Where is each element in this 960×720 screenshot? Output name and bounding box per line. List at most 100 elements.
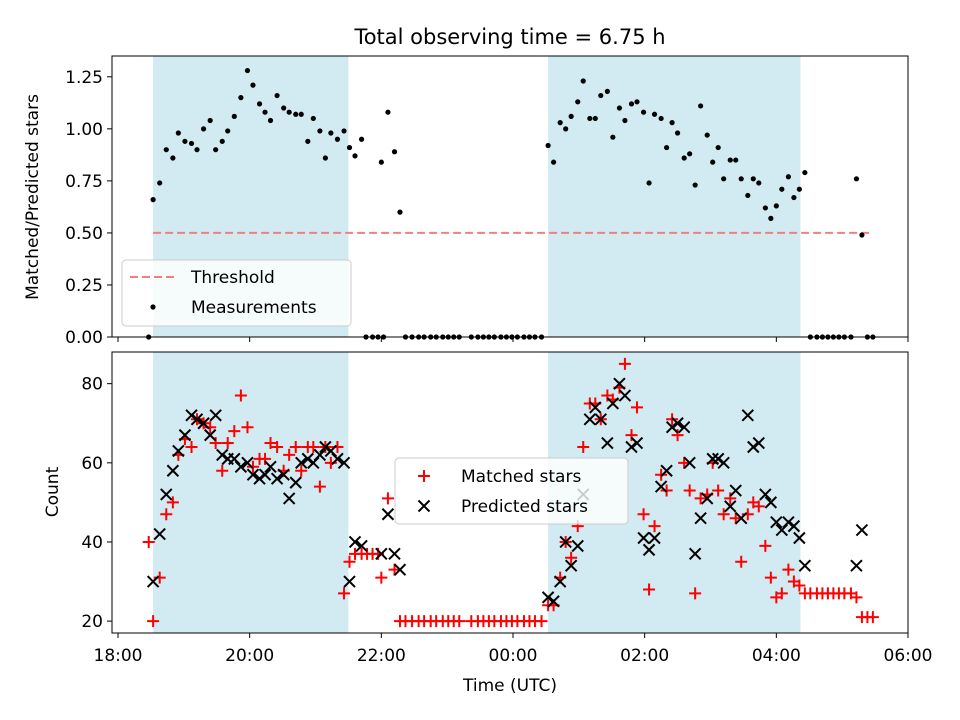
measurement-point xyxy=(352,153,358,159)
measurement-point xyxy=(779,186,785,192)
measurement-point xyxy=(674,130,681,136)
matched-star-point xyxy=(694,492,707,505)
predicted-star-point xyxy=(706,452,719,466)
measurement-point xyxy=(762,205,768,211)
predicted-star-point xyxy=(724,500,737,513)
measurement-point xyxy=(322,155,328,161)
measurement-point xyxy=(225,128,231,134)
matched-star-point xyxy=(241,421,254,434)
measurement-point xyxy=(317,128,323,134)
predicted-star-point xyxy=(671,417,684,430)
measurement-point xyxy=(550,159,557,165)
legend-matched-swatch xyxy=(418,470,430,482)
matched-star-point xyxy=(535,615,548,628)
top-y-tick-label: 0.00 xyxy=(65,328,103,348)
measurement-point xyxy=(651,111,658,117)
predicted-star-point xyxy=(190,413,204,426)
measurement-point xyxy=(298,111,304,117)
matched-star-point xyxy=(453,615,466,628)
measurement-point xyxy=(286,109,292,115)
measurement-point xyxy=(715,144,721,151)
bottom-y-tick-label: 80 xyxy=(81,375,103,395)
x-tick-label: 20:00 xyxy=(225,646,274,666)
legend-plus-mark xyxy=(418,470,430,482)
measurement-point xyxy=(545,142,551,149)
predicted-star-point xyxy=(711,452,725,466)
measurement-point xyxy=(580,78,586,84)
predicted-star-point xyxy=(787,519,801,533)
matched-star-point xyxy=(735,555,748,568)
top-axis-ticks: 0.00 0.25 0.50 0.75 1.00 1.25 xyxy=(65,68,909,348)
measurement-point xyxy=(391,149,398,155)
predicted-star-point xyxy=(589,401,602,414)
measurement-point xyxy=(274,92,280,99)
measurement-point xyxy=(213,147,219,153)
matched-star-point xyxy=(271,440,284,453)
predicted-star-point xyxy=(313,448,327,462)
predicted-star-point xyxy=(793,531,806,545)
measurement-point xyxy=(592,115,598,122)
predicted-star-point xyxy=(747,440,760,454)
matched-star-point xyxy=(666,413,679,426)
matched-star-point xyxy=(246,460,259,473)
matched-star-point xyxy=(655,468,668,481)
matched-star-point xyxy=(221,437,234,450)
legend-predicted-label: Predicted stars xyxy=(461,497,588,517)
x-tick-label: 18:00 xyxy=(94,646,143,666)
measurement-point xyxy=(610,134,616,140)
measurement-point xyxy=(604,88,610,94)
predicted-star-point xyxy=(677,420,691,434)
x-axis-label: Time (UTC) xyxy=(462,676,557,696)
predicted-star-point xyxy=(241,456,254,470)
predicted-star-point xyxy=(172,444,185,458)
predicted-star-point xyxy=(564,559,578,572)
predicted-star-point xyxy=(547,595,560,608)
matched-star-point xyxy=(147,615,160,628)
predicted-star-point xyxy=(289,476,302,489)
predicted-star-point xyxy=(625,440,638,454)
measurement-point xyxy=(182,138,188,144)
predicted-star-point xyxy=(660,464,673,477)
measurement-point xyxy=(773,203,779,209)
predicted-star-point xyxy=(648,531,661,545)
chart-title: Total observing time = 6.75 h xyxy=(353,25,665,49)
matched-star-point xyxy=(712,484,725,497)
measurement-point xyxy=(341,128,347,134)
predicted-star-point xyxy=(355,539,368,553)
legend-matched-label: Matched stars xyxy=(461,467,581,487)
matched-star-point xyxy=(259,452,272,465)
measurement-point xyxy=(194,147,200,153)
top-y-tick-label: 1.25 xyxy=(65,68,103,88)
predicted-star-point xyxy=(618,389,632,402)
predicted-star-point xyxy=(583,413,597,426)
predicted-star-point xyxy=(642,543,656,557)
measurement-point xyxy=(669,120,675,126)
measurement-point xyxy=(796,186,802,192)
predicted-star-point xyxy=(270,472,284,485)
measurement-point xyxy=(385,109,391,115)
top-y-tick-label: 0.25 xyxy=(65,276,103,296)
measurement-point xyxy=(207,117,213,124)
predicted-star-point xyxy=(234,460,248,473)
predicted-star-point xyxy=(601,436,614,450)
matched-star-point xyxy=(683,484,696,497)
predicted-star-point xyxy=(559,535,572,549)
measurement-point xyxy=(710,159,716,165)
predicted-star-point xyxy=(759,488,772,501)
predicted-star-point xyxy=(203,428,217,442)
measurement-point xyxy=(238,95,244,101)
predicted-star-point xyxy=(741,409,755,422)
measurement-point xyxy=(745,192,751,199)
predicted-star-point xyxy=(337,456,351,470)
matched-star-point xyxy=(678,456,691,469)
measurement-point xyxy=(563,126,569,132)
predicted-star-point xyxy=(850,559,863,572)
measurement-point xyxy=(698,103,704,109)
measurement-point xyxy=(328,130,334,136)
measurement-point xyxy=(267,117,274,124)
matched-star-point xyxy=(850,591,863,604)
matched-star-point xyxy=(660,484,673,497)
measurement-point xyxy=(200,126,207,132)
measurement-point xyxy=(557,120,563,126)
